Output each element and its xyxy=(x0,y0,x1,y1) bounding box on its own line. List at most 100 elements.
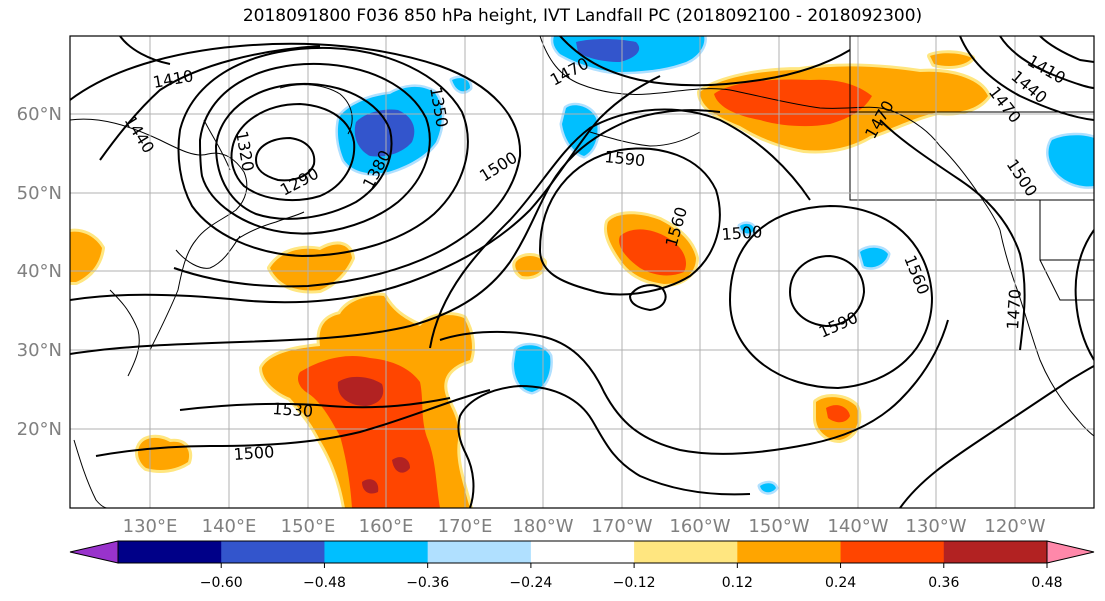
colorbar-segment xyxy=(118,541,222,563)
positive-ivt-peak xyxy=(337,376,384,406)
colorbar-segment xyxy=(840,541,945,563)
contour-label: 1500 xyxy=(233,442,275,464)
colorbar-segment xyxy=(427,541,532,563)
colorbar-frame xyxy=(117,540,1048,564)
colorbar-tick-label: 0.24 xyxy=(825,575,856,591)
colorbar-segment xyxy=(221,541,325,563)
height-contour xyxy=(899,365,1094,508)
colorbar-tick-label: −0.24 xyxy=(509,575,552,591)
political-border xyxy=(1039,259,1094,301)
colorbar-tick-label: −0.48 xyxy=(303,575,346,591)
longitude-label: 170°E xyxy=(438,516,493,537)
height-contour xyxy=(628,284,667,312)
colorbar-upper-extension xyxy=(1046,540,1095,564)
height-contour xyxy=(119,36,171,65)
height-contour xyxy=(439,319,949,455)
longitude-label: 140°E xyxy=(202,516,257,537)
latitude-labels: 60°N 50°N 40°N 30°N 20°N xyxy=(17,104,62,440)
colorbar-tick-label: 0.48 xyxy=(1031,575,1062,591)
height-contour xyxy=(177,46,469,258)
colorbar-tick-label: −0.60 xyxy=(200,575,243,591)
negative-ivt-core xyxy=(576,39,640,62)
height-contour xyxy=(70,109,721,355)
coastline xyxy=(539,36,1001,231)
height-contour xyxy=(728,204,934,390)
map-title: 2018091800 F036 850 hPa height, IVT Land… xyxy=(242,6,923,26)
longitude-label: 130°W xyxy=(905,516,966,537)
longitude-label: 160°E xyxy=(359,516,414,537)
negative-ivt-region xyxy=(449,75,473,94)
positive-ivt-core xyxy=(619,229,687,276)
contour-label: 1590 xyxy=(604,147,646,170)
height-contour xyxy=(254,136,316,182)
coastline-layer xyxy=(70,36,1094,508)
coastline xyxy=(70,118,248,351)
coastline xyxy=(73,439,109,508)
height-contour xyxy=(999,36,1094,89)
colorbar-tick-label: 0.12 xyxy=(722,575,753,591)
colorbar-tick-label: −0.12 xyxy=(613,575,656,591)
height-contour xyxy=(179,397,451,411)
contour-label: 1470 xyxy=(1003,288,1025,330)
height-contour xyxy=(70,42,522,288)
coastline xyxy=(589,131,701,147)
longitude-label: 170°W xyxy=(591,516,652,537)
coastline xyxy=(999,229,1094,437)
longitude-label: 140°W xyxy=(827,516,888,537)
colorbar-segment xyxy=(943,541,1048,563)
contour-label: 1530 xyxy=(272,399,314,421)
height-contour-layer xyxy=(70,36,1094,508)
negative-ivt-core xyxy=(354,109,415,157)
contour-label: 1500 xyxy=(721,222,763,244)
longitude-label: 150°W xyxy=(748,516,809,537)
positive-ivt-peak xyxy=(392,457,410,473)
negative-ivt-region xyxy=(1046,132,1094,189)
longitude-label: 180°W xyxy=(512,516,573,537)
colorbar-segment xyxy=(530,541,635,563)
negative-ivt-region xyxy=(857,245,891,270)
height-contour xyxy=(198,62,431,235)
negative-ivt-region xyxy=(757,480,779,495)
longitude-label: 150°E xyxy=(281,516,336,537)
positive-ivt-region xyxy=(70,228,105,285)
longitude-label: 120°W xyxy=(984,516,1045,537)
height-contour xyxy=(457,384,751,508)
height-contour xyxy=(230,102,356,202)
height-contour xyxy=(1039,36,1094,63)
height-contour xyxy=(429,108,811,349)
colorbar-lower-extension xyxy=(69,540,119,564)
colorbar-tick-label: −0.36 xyxy=(406,575,449,591)
height-contour xyxy=(559,36,851,87)
height-contour xyxy=(99,45,321,161)
longitude-label: 160°W xyxy=(669,516,730,537)
latitude-label: 40°N xyxy=(17,261,62,282)
positive-ivt-core xyxy=(826,405,850,423)
positive-ivt-peak xyxy=(362,479,379,494)
colorbar-tick-label: 0.36 xyxy=(928,575,959,591)
latitude-label: 50°N xyxy=(17,183,62,204)
map-frame xyxy=(69,35,1095,509)
height-contour xyxy=(1074,229,1094,361)
political-border xyxy=(849,112,1094,201)
coastline xyxy=(109,289,140,377)
height-contour xyxy=(879,119,1026,351)
height-contour xyxy=(959,36,1094,121)
height-contour xyxy=(95,389,491,457)
longitude-labels: 130°E 140°E 150°E 160°E 170°E 180°W 170°… xyxy=(123,516,1046,537)
negative-ivt-region xyxy=(511,342,553,395)
coastline xyxy=(235,211,305,241)
height-contour xyxy=(788,254,866,328)
positive-ivt-region xyxy=(512,253,547,280)
height-contour xyxy=(70,75,661,304)
colorbar-segment xyxy=(324,541,429,563)
colorbar-segment xyxy=(634,541,738,563)
latitude-label: 20°N xyxy=(17,419,62,440)
colorbar: −0.60 −0.48 −0.36 −0.24 −0.12 0.12 0.24 0.36 0.4… xyxy=(69,540,1095,591)
colorbar-segment xyxy=(737,541,842,563)
height-contour xyxy=(214,82,393,220)
latitude-label: 60°N xyxy=(17,104,62,125)
height-contour xyxy=(538,147,721,296)
negative-ivt-region xyxy=(737,221,757,236)
positive-ivt-region xyxy=(135,434,192,473)
